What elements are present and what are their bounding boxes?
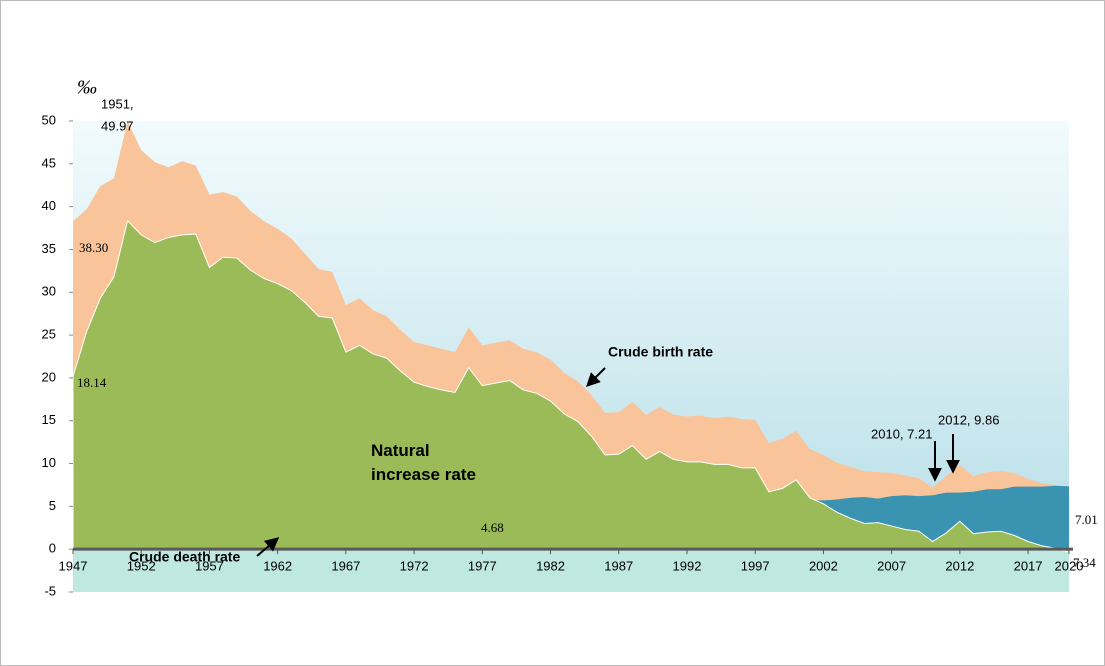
x-tick-label: 2017	[1014, 558, 1043, 573]
y-tick-label: 40	[42, 198, 56, 213]
x-tick-label: 1977	[468, 558, 497, 573]
annotation: 38.30	[79, 240, 108, 255]
y-tick-label: 15	[42, 412, 56, 427]
x-tick-label: 1962	[263, 558, 292, 573]
natural-increase-label: Natural increase rate	[371, 441, 476, 484]
annotation: 2012, 9.86	[938, 412, 999, 427]
annotation: 18.14	[77, 375, 107, 390]
birth-rate-label: Crude birth rate	[608, 344, 713, 360]
areas	[72, 121, 1070, 553]
annotation: 1951,	[101, 96, 134, 111]
x-tick-label: 1972	[400, 558, 429, 573]
y-tick-label: 10	[42, 455, 56, 470]
annotation: 7.01	[1075, 512, 1098, 527]
y-tick-label: 25	[42, 327, 56, 342]
y-tick-label: 50	[42, 112, 56, 127]
y-tick-label: 35	[42, 241, 56, 256]
annotation: 7.34	[1073, 555, 1096, 570]
y-tick-label: 0	[49, 541, 56, 556]
y-tick-label: -5	[44, 583, 56, 598]
x-tick-label: 1952	[127, 558, 156, 573]
x-tick-label: 1987	[604, 558, 633, 573]
y-tick-label: 5	[49, 498, 56, 513]
arrow	[256, 537, 280, 557]
x-tick-label: 1957	[195, 558, 224, 573]
x-tick-label: 1997	[741, 558, 770, 573]
x-tick-label: 2007	[877, 558, 906, 573]
x-tick-label: 1982	[536, 558, 565, 573]
annotation: 4.68	[481, 520, 504, 535]
arrow	[586, 367, 606, 387]
death-rate-label: Crude death rate	[129, 549, 240, 565]
x-tick-label: 1967	[331, 558, 360, 573]
y-tick-label: 30	[42, 284, 56, 299]
x-tick-label: 1947	[59, 558, 88, 573]
x-tick-label: 2012	[945, 558, 974, 573]
annotation: 49.97	[101, 118, 134, 133]
annotation: 2010, 7.21	[871, 426, 932, 441]
x-tick-label: 2002	[809, 558, 838, 573]
y-tick-label: 45	[42, 155, 56, 170]
negative-band	[73, 549, 1069, 592]
y-axis-label: ‰	[77, 77, 97, 99]
y-tick-label: 20	[42, 369, 56, 384]
x-tick-label: 2020	[1055, 558, 1084, 573]
area	[72, 219, 1070, 553]
x-tick-label: 1992	[673, 558, 702, 573]
